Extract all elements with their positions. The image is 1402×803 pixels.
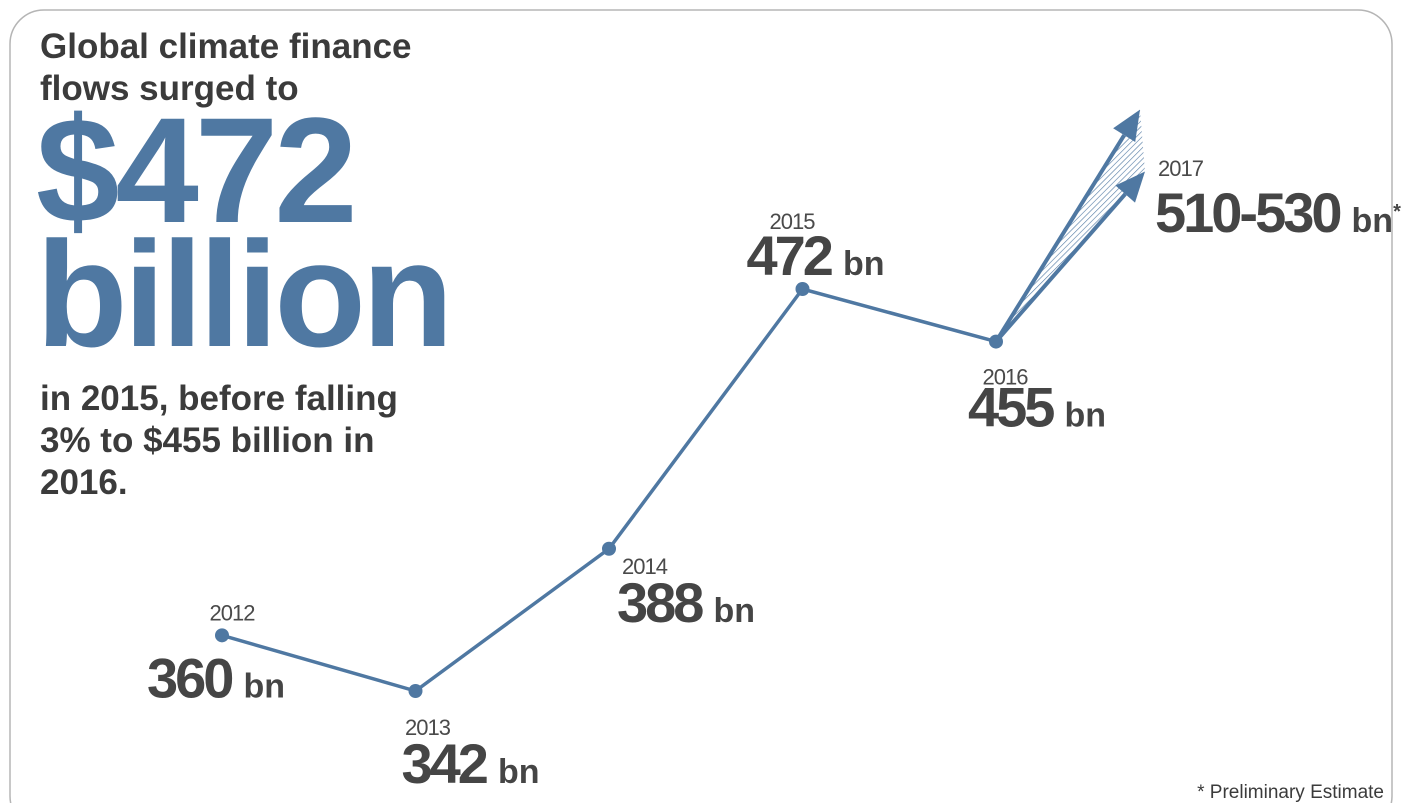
value-number: 455 [968,376,1054,439]
subtitle-line: 2016. [40,463,128,502]
data-point [215,628,229,643]
projection-arrow [994,134,1126,343]
year-label: 2016 [983,365,1029,390]
value-unit: bn [713,592,755,630]
year-label: 2017 [1158,156,1204,181]
value-label: 388 bn [617,571,755,634]
value-unit: bn [243,667,285,705]
arrow-head [1113,109,1140,142]
value-unit: bn [1352,202,1394,240]
value-number: 360 [147,646,232,709]
value-number: 510-530 [1155,181,1340,244]
value-unit: bn [1064,397,1106,435]
arrow-head [1115,171,1145,203]
value-label: 455 bn [968,376,1106,439]
value-label: 472 bn [747,224,885,287]
value-number: 388 [617,571,703,634]
year-label: 2012 [210,600,256,625]
year-label: 2013 [405,715,451,740]
title-line: Global climate finance [40,27,412,66]
value-marker: * [1393,201,1401,223]
data-point [408,684,423,698]
footnote: * Preliminary Estimate [1197,782,1384,803]
data-point [602,541,616,556]
value-number: 342 [402,732,487,795]
data-point [795,282,810,296]
value-label: 510-530 bn* [1155,181,1401,244]
year-label: 2015 [770,209,816,234]
value-label: 342 bn [402,732,540,795]
value-label: 360 bn [147,646,285,709]
value-unit: bn [843,245,885,283]
subtitle-line: 3% to $455 billion in [40,421,375,460]
value-number: 472 [747,224,832,287]
data-point [989,334,1003,349]
value-unit: bn [498,753,540,791]
projection-arrow [994,192,1127,343]
title-line: flows surged to [40,69,299,108]
year-label: 2014 [622,554,668,579]
headline: $472 [36,86,354,254]
subtitle-line: in 2015, before falling [40,379,398,418]
frame [9,9,1393,803]
headline: billion [36,210,450,378]
